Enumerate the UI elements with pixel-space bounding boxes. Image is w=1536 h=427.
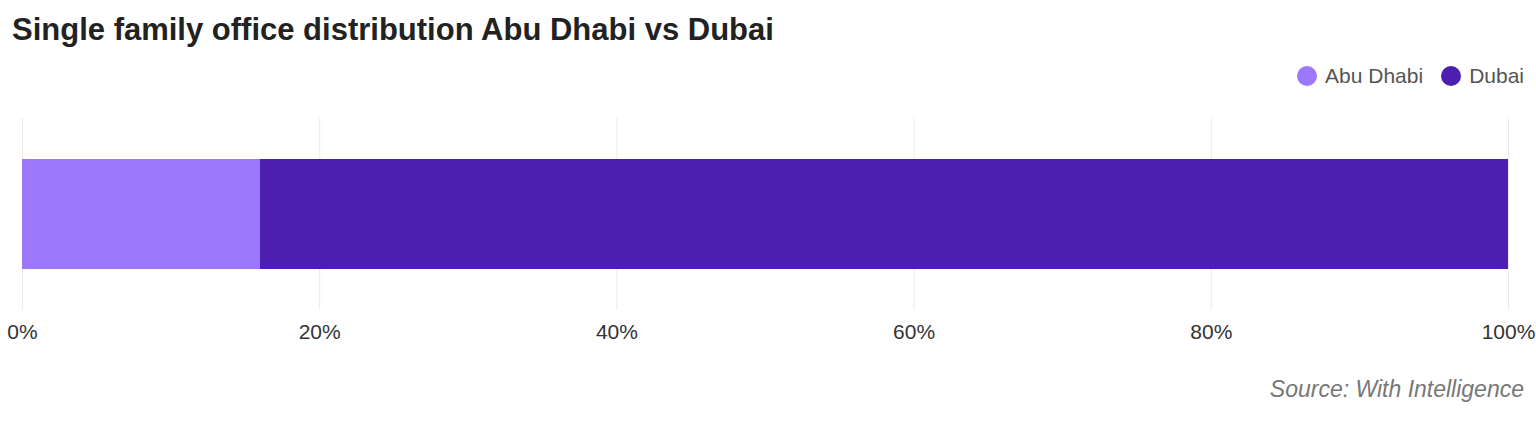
html-text:Single family office distribut: Single family office distribution Abu Dh…	[12, 12, 774, 47]
svg-text:80%: 80%	[1190, 320, 1232, 343]
html-text:Dubai: Dubai	[1469, 64, 1524, 87]
svg-text:40%: 40%	[596, 320, 638, 343]
svg-text:60%: 60%	[893, 320, 935, 343]
svg-text:0%: 0%	[7, 320, 37, 343]
html-text:Abu Dhabi: Abu Dhabi	[1325, 64, 1424, 87]
html-text:Source: With Intelligence: Source: With Intelligence	[1269, 376, 1524, 402]
svg-text:20%: 20%	[299, 320, 341, 343]
svg-text:100%: 100%	[1482, 320, 1536, 343]
